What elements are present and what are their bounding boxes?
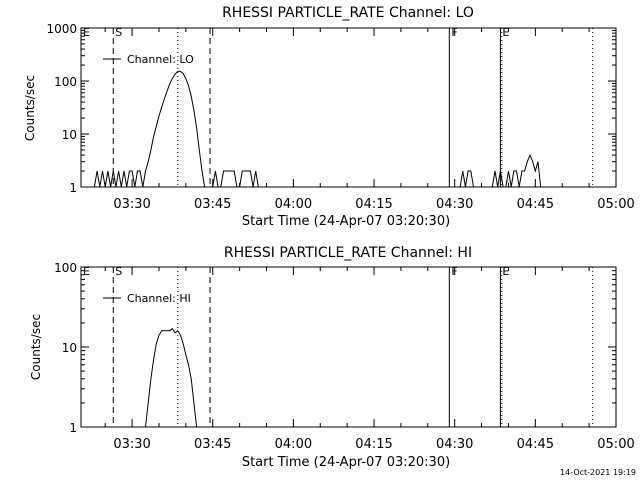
panel-hi: RHESSI PARTICLE_RATE Channel: HI Counts/… [29,245,635,470]
footer-timestamp: 14-Oct-2021 19:19 [560,468,636,477]
x-tick-label: 03:30 [113,197,150,212]
y-tick-label: 100 [54,261,77,275]
series-line-lo [491,153,542,188]
legend-lo: Channel: LO [103,53,194,66]
y-tick-label: 10 [62,341,77,355]
event-marker-label: E [83,265,90,278]
panel-lo: RHESSI PARTICLE_RATE Channel: LO Counts/… [23,5,635,229]
legend-hi: Channel: HI [103,292,191,305]
legend-label-lo: Channel: LO [127,53,194,66]
x-tick-label: 03:45 [194,437,231,452]
y-axis-label-lo: Counts/sec [23,75,37,141]
y-axis-label-hi: Counts/sec [29,314,43,380]
x-tick-label: 04:15 [355,437,392,452]
legend-label-hi: Channel: HI [127,292,191,305]
series-line-lo [93,70,206,188]
x-tick-label: 04:45 [517,437,554,452]
series-line-lo [459,170,474,188]
x-axis-label-hi: Start Time (24-Apr-07 03:20:30) [242,455,450,470]
y-tick-label: 1 [69,181,77,195]
event-marker-label: E [502,26,509,39]
plot-area-hi: 1 10 100 03:30 03:45 04:00 04:15 04:30 04:45 05:0… [54,261,635,452]
chart-title-hi: RHESSI PARTICLE_RATE Channel: HI [224,245,472,261]
event-marker-label: S [115,26,122,39]
x-tick-label: 04:30 [436,197,473,212]
event-marker-label: F [451,26,457,39]
y-tick-label: 1 [69,421,77,435]
x-tick-label: 04:45 [517,197,554,212]
event-marker-label: F [451,265,457,278]
series-line-hi [145,327,198,428]
event-marker-label: S [115,265,122,278]
chart-title-lo: RHESSI PARTICLE_RATE Channel: LO [222,5,474,21]
x-tick-label: 03:45 [194,197,231,212]
plot-area-lo: 1 10 100 1000 03:30 03:45 04:00 04:15 04:30 04:45… [46,22,634,212]
event-marker-label: E [83,26,90,39]
x-tick-label: 04:30 [436,437,473,452]
x-tick-label: 04:00 [275,197,312,212]
x-tick-label: 03:30 [113,437,150,452]
x-tick-label: 04:00 [275,437,312,452]
x-tick-label: 05:00 [597,197,634,212]
y-tick-label: 1000 [46,22,77,36]
event-marker-label: E [502,265,509,278]
x-tick-label: 04:15 [355,197,392,212]
x-tick-label: 05:00 [597,437,634,452]
x-axis-label-lo: Start Time (24-Apr-07 03:20:30) [242,214,450,229]
y-tick-label: 10 [62,128,77,142]
series-line-lo [212,170,259,188]
y-tick-label: 100 [54,75,77,89]
plot-frame-hi [80,266,617,428]
